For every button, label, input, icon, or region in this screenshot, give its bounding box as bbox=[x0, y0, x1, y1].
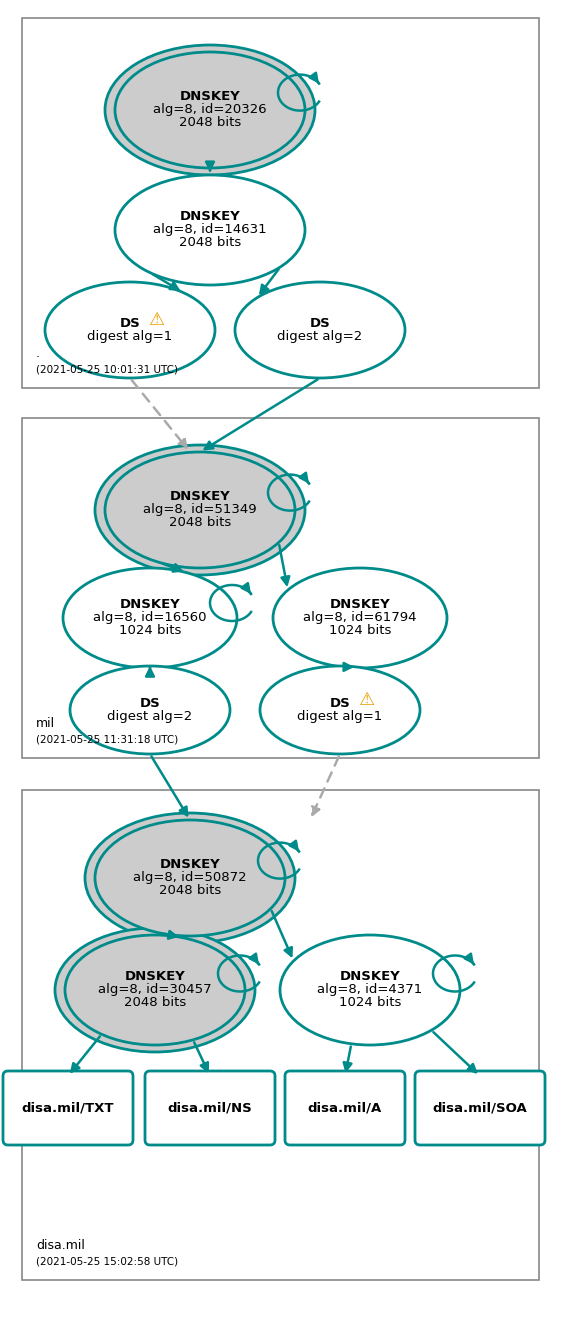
Text: .: . bbox=[36, 347, 40, 360]
Bar bbox=[22, 18, 539, 388]
Text: 1024 bits: 1024 bits bbox=[339, 997, 401, 1010]
Text: digest alg=2: digest alg=2 bbox=[277, 330, 362, 343]
Ellipse shape bbox=[115, 51, 305, 168]
Text: alg=8, id=30457: alg=8, id=30457 bbox=[98, 983, 212, 997]
Ellipse shape bbox=[235, 282, 405, 378]
Text: alg=8, id=16560: alg=8, id=16560 bbox=[93, 611, 207, 624]
Text: DS: DS bbox=[119, 317, 140, 330]
Text: disa.mil: disa.mil bbox=[36, 1239, 85, 1251]
FancyBboxPatch shape bbox=[285, 1071, 405, 1144]
Text: ⚠: ⚠ bbox=[358, 690, 374, 709]
Text: mil: mil bbox=[36, 717, 55, 730]
Text: DNSKEY: DNSKEY bbox=[180, 210, 240, 223]
Text: 2048 bits: 2048 bits bbox=[124, 997, 186, 1010]
Ellipse shape bbox=[55, 928, 255, 1052]
Ellipse shape bbox=[280, 935, 460, 1045]
Ellipse shape bbox=[105, 451, 295, 568]
Text: DNSKEY: DNSKEY bbox=[125, 970, 185, 983]
Ellipse shape bbox=[45, 282, 215, 378]
Ellipse shape bbox=[105, 45, 315, 176]
Text: 2048 bits: 2048 bits bbox=[159, 884, 221, 898]
Text: DNSKEY: DNSKEY bbox=[119, 598, 181, 611]
Text: DS: DS bbox=[310, 317, 330, 330]
Text: DNSKEY: DNSKEY bbox=[330, 598, 390, 611]
Text: alg=8, id=4371: alg=8, id=4371 bbox=[318, 983, 422, 997]
Text: DS: DS bbox=[330, 697, 351, 710]
Ellipse shape bbox=[85, 813, 295, 942]
Text: DS: DS bbox=[140, 697, 160, 710]
Text: alg=8, id=14631: alg=8, id=14631 bbox=[153, 223, 267, 236]
Text: disa.mil/NS: disa.mil/NS bbox=[168, 1101, 252, 1114]
Text: (2021-05-25 15:02:58 UTC): (2021-05-25 15:02:58 UTC) bbox=[36, 1257, 178, 1266]
Ellipse shape bbox=[63, 568, 237, 668]
Text: 1024 bits: 1024 bits bbox=[119, 624, 181, 638]
Ellipse shape bbox=[65, 935, 245, 1045]
Ellipse shape bbox=[260, 667, 420, 754]
Text: 2048 bits: 2048 bits bbox=[169, 516, 231, 529]
Text: (2021-05-25 11:31:18 UTC): (2021-05-25 11:31:18 UTC) bbox=[36, 734, 178, 744]
FancyBboxPatch shape bbox=[3, 1071, 133, 1144]
Text: disa.mil/A: disa.mil/A bbox=[308, 1101, 382, 1114]
Ellipse shape bbox=[70, 667, 230, 754]
Text: alg=8, id=50872: alg=8, id=50872 bbox=[133, 871, 247, 884]
Text: disa.mil/TXT: disa.mil/TXT bbox=[22, 1101, 114, 1114]
Text: alg=8, id=20326: alg=8, id=20326 bbox=[153, 103, 267, 116]
Text: DNSKEY: DNSKEY bbox=[339, 970, 401, 983]
Text: digest alg=2: digest alg=2 bbox=[107, 710, 192, 723]
Ellipse shape bbox=[115, 176, 305, 285]
Text: disa.mil/SOA: disa.mil/SOA bbox=[433, 1101, 527, 1114]
Text: DNSKEY: DNSKEY bbox=[160, 858, 220, 871]
Bar bbox=[22, 418, 539, 758]
Text: alg=8, id=51349: alg=8, id=51349 bbox=[143, 503, 257, 516]
FancyBboxPatch shape bbox=[145, 1071, 275, 1144]
Text: (2021-05-25 10:01:31 UTC): (2021-05-25 10:01:31 UTC) bbox=[36, 364, 178, 374]
FancyBboxPatch shape bbox=[415, 1071, 545, 1144]
Ellipse shape bbox=[273, 568, 447, 668]
Bar bbox=[22, 789, 539, 1280]
Text: 2048 bits: 2048 bits bbox=[179, 116, 241, 129]
Ellipse shape bbox=[95, 445, 305, 576]
Text: 2048 bits: 2048 bits bbox=[179, 236, 241, 249]
Text: DNSKEY: DNSKEY bbox=[180, 91, 240, 103]
Text: alg=8, id=61794: alg=8, id=61794 bbox=[304, 611, 417, 624]
Text: DNSKEY: DNSKEY bbox=[169, 491, 231, 503]
Text: 1024 bits: 1024 bits bbox=[329, 624, 391, 638]
Text: digest alg=1: digest alg=1 bbox=[88, 330, 173, 343]
Text: digest alg=1: digest alg=1 bbox=[297, 710, 383, 723]
Text: ⚠: ⚠ bbox=[148, 312, 164, 329]
Ellipse shape bbox=[95, 820, 285, 936]
